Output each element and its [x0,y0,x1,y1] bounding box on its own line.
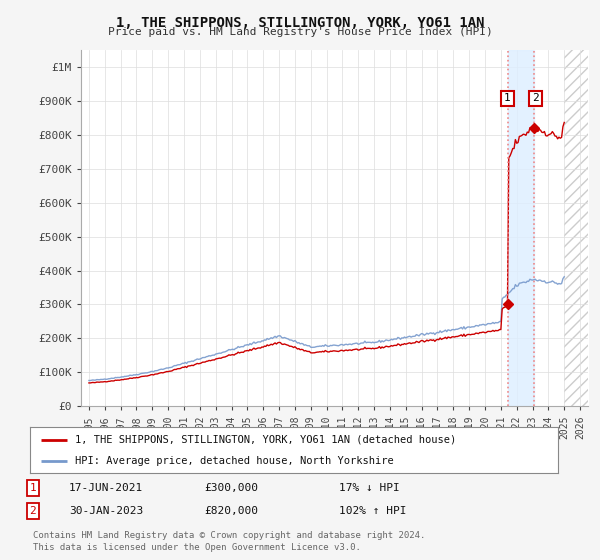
Text: 17% ↓ HPI: 17% ↓ HPI [339,483,400,493]
Text: 17-JUN-2021: 17-JUN-2021 [69,483,143,493]
Text: Contains HM Land Registry data © Crown copyright and database right 2024.
This d: Contains HM Land Registry data © Crown c… [33,531,425,552]
Text: 30-JAN-2023: 30-JAN-2023 [69,506,143,516]
Text: £820,000: £820,000 [204,506,258,516]
Text: 2: 2 [29,506,37,516]
Text: 1, THE SHIPPONS, STILLINGTON, YORK, YO61 1AN: 1, THE SHIPPONS, STILLINGTON, YORK, YO61… [116,16,484,30]
Text: 2: 2 [532,94,539,104]
Text: £300,000: £300,000 [204,483,258,493]
Text: 1: 1 [504,94,511,104]
Text: 102% ↑ HPI: 102% ↑ HPI [339,506,407,516]
Text: HPI: Average price, detached house, North Yorkshire: HPI: Average price, detached house, Nort… [75,456,394,466]
Text: Price paid vs. HM Land Registry's House Price Index (HPI): Price paid vs. HM Land Registry's House … [107,27,493,38]
Text: 1: 1 [29,483,37,493]
Bar [508,50,534,406]
Text: 1, THE SHIPPONS, STILLINGTON, YORK, YO61 1AN (detached house): 1, THE SHIPPONS, STILLINGTON, YORK, YO61… [75,435,456,445]
